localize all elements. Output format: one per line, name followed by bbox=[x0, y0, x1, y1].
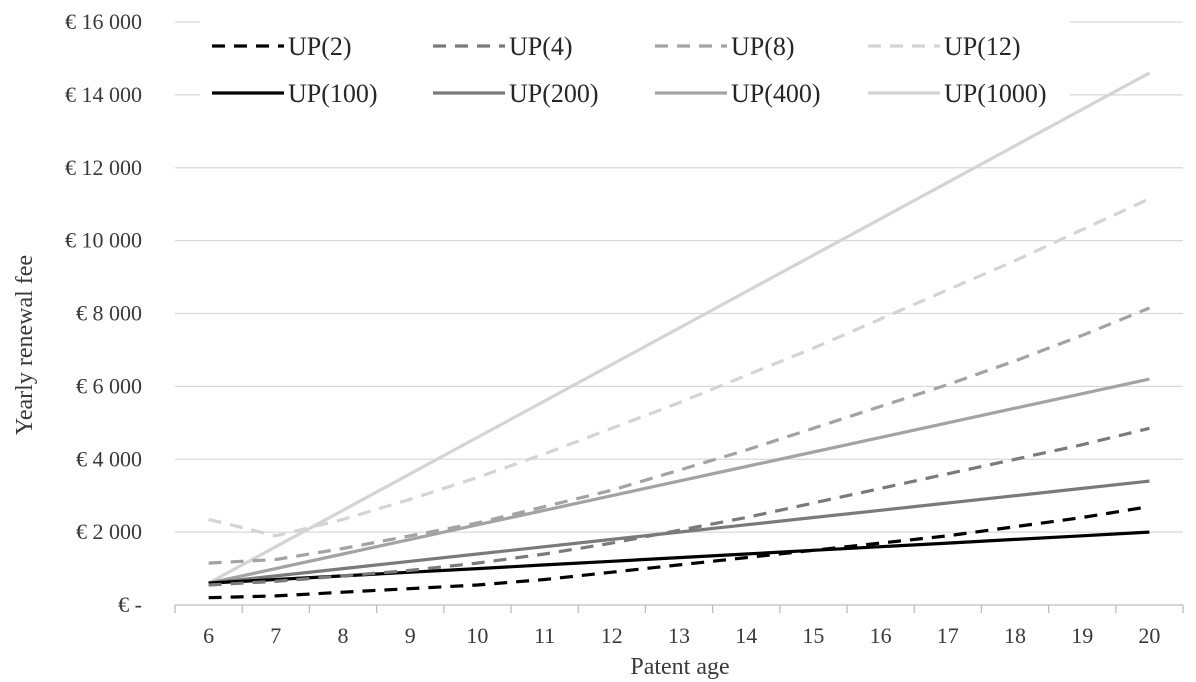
series-line-up-1000 bbox=[207, 71, 1151, 585]
x-tick-label: 10 bbox=[466, 623, 488, 648]
series-lines bbox=[207, 71, 1151, 600]
legend-background bbox=[200, 16, 1070, 112]
y-tick-label: € 12 000 bbox=[65, 155, 142, 180]
x-tick-label: 16 bbox=[870, 623, 892, 648]
x-tick-label: 7 bbox=[270, 623, 281, 648]
legend-label-up-8: UP(8) bbox=[731, 32, 795, 61]
y-axis-title: Yearly renewal fee bbox=[12, 255, 38, 435]
y-tick-label: € 4 000 bbox=[76, 446, 142, 471]
legend-label-up-1000: UP(1000) bbox=[944, 79, 1047, 108]
series-line-up-400 bbox=[208, 377, 1150, 585]
x-tick-label: 8 bbox=[338, 623, 349, 648]
y-tick-label: € 2 000 bbox=[76, 519, 142, 544]
series-line-up-2 bbox=[208, 505, 1150, 600]
x-tick-label: 15 bbox=[802, 623, 824, 648]
series-line-up-12 bbox=[208, 197, 1151, 538]
y-axis-tick-labels: € - € 2 000 € 4 000 € 6 000 € 8 000 € 10 000 €… bbox=[65, 9, 142, 617]
y-tick-label: € 16 000 bbox=[65, 9, 142, 34]
y-tick-label: € 6 000 bbox=[76, 373, 142, 398]
x-axis-title: Patent age bbox=[630, 654, 729, 680]
x-tick-label: 13 bbox=[668, 623, 690, 648]
y-tick-label: € 8 000 bbox=[76, 301, 142, 326]
x-axis-tick-labels: 6 7 8 9 10 11 12 13 14 15 16 17 18 19 20 bbox=[203, 623, 1160, 648]
x-tick-label: 9 bbox=[405, 623, 416, 648]
x-tick-label: 12 bbox=[601, 623, 623, 648]
x-tick-label: 11 bbox=[534, 623, 555, 648]
legend-label-up-12: UP(12) bbox=[944, 32, 1021, 61]
series-line-up-8 bbox=[208, 306, 1151, 565]
series-line-up-200 bbox=[208, 479, 1150, 585]
x-tick-label: 14 bbox=[735, 623, 757, 648]
legend-label-up-4: UP(4) bbox=[509, 32, 573, 61]
y-tick-label: € 14 000 bbox=[65, 82, 142, 107]
legend-label-up-2: UP(2) bbox=[288, 32, 352, 61]
legend: UP(2) UP(4) UP(8) UP(12) UP(100) UP(200) UP(40… bbox=[200, 16, 1070, 112]
y-tick-label: € - bbox=[118, 592, 142, 617]
legend-label-up-200: UP(200) bbox=[509, 79, 599, 108]
x-tick-label: 18 bbox=[1004, 623, 1026, 648]
legend-label-up-400: UP(400) bbox=[731, 79, 821, 108]
x-tick-label: 19 bbox=[1071, 623, 1093, 648]
x-tick-label: 6 bbox=[203, 623, 214, 648]
x-tick-label: 17 bbox=[937, 623, 959, 648]
x-axis-tick-marks bbox=[174, 605, 1184, 613]
y-tick-label: € 10 000 bbox=[65, 228, 142, 253]
series-line-up-4 bbox=[208, 426, 1150, 587]
x-tick-label: 20 bbox=[1138, 623, 1160, 648]
legend-label-up-100: UP(100) bbox=[288, 79, 378, 108]
